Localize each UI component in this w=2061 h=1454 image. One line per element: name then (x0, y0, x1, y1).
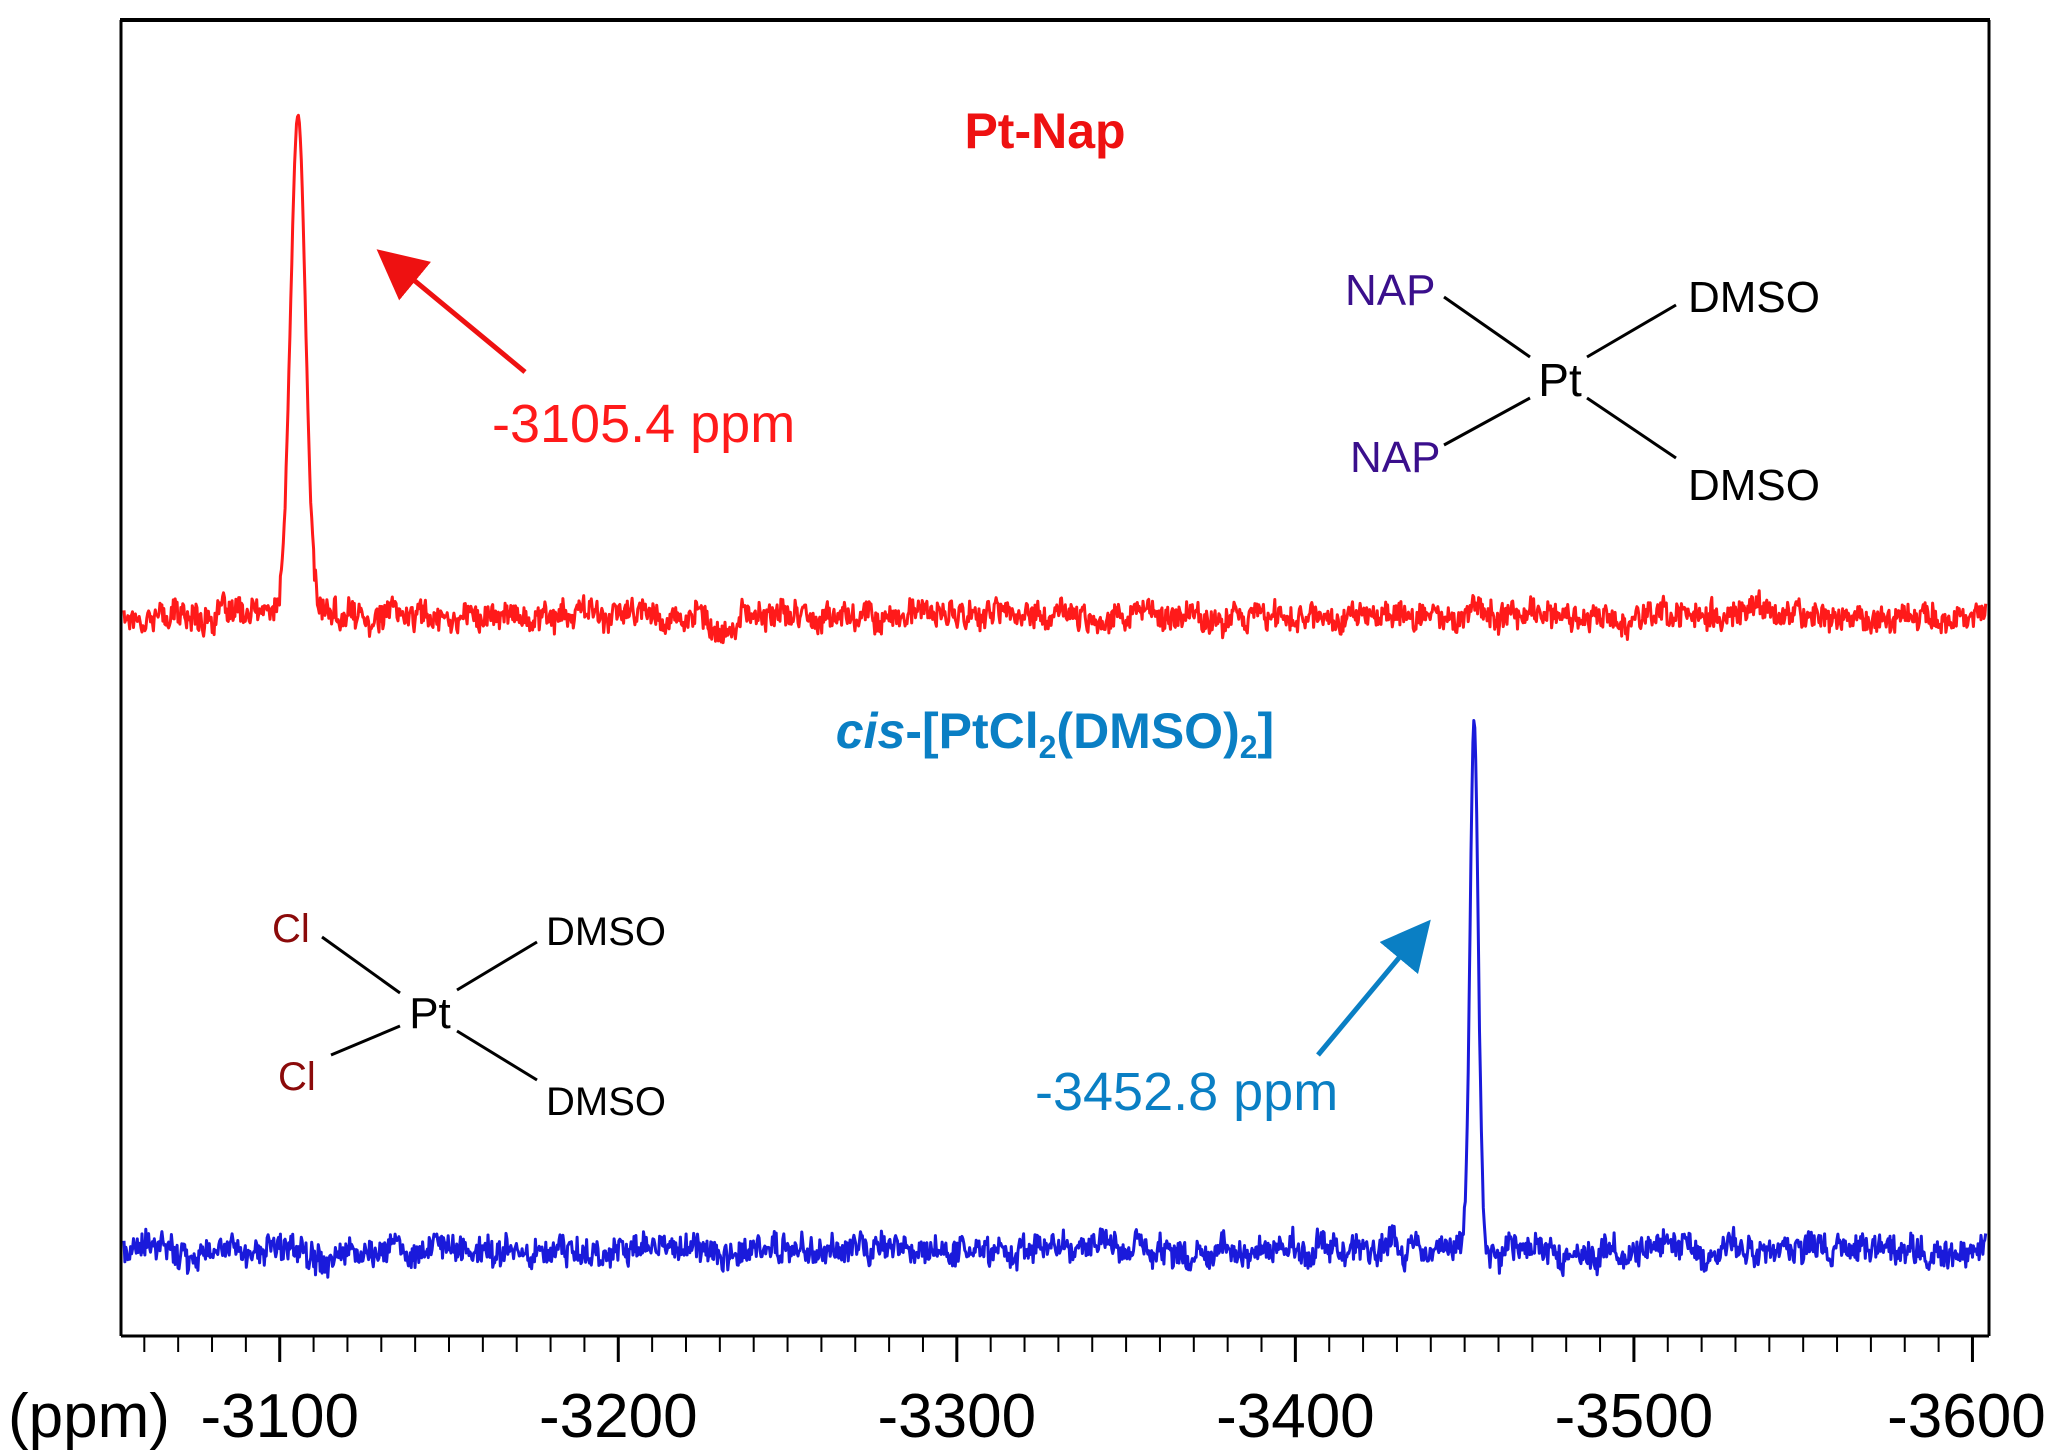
title-main-part: -[PtCl (905, 703, 1038, 759)
title-italic-part: cis (836, 703, 906, 759)
x-tick-label: -3300 (878, 1382, 1037, 1451)
bond (1586, 303, 1677, 359)
title-mid-part: (DMSO) (1056, 703, 1239, 759)
bond (456, 1029, 538, 1082)
peak-arrow-cis-ptcl2 (1316, 919, 1431, 1057)
x-tick-label: -3600 (1887, 1382, 2046, 1451)
structure-center-atom: Pt (409, 989, 451, 1038)
ligand-label-nap: NAP (1345, 266, 1435, 315)
peak-label-cis-ptcl2: -3452.8 ppm (1035, 1062, 1338, 1122)
structure-center-atom: Pt (1538, 354, 1582, 406)
ligand-label-dmso: DMSO (1688, 461, 1820, 510)
ligand-label-dmso: DMSO (546, 1080, 666, 1124)
bond (1443, 396, 1531, 447)
ligand-label-cl: Cl (278, 1055, 316, 1099)
x-tick-label: -3200 (539, 1382, 698, 1451)
x-axis-label: (ppm) (8, 1382, 170, 1451)
series-title-pt-nap: Pt-Nap (964, 103, 1125, 159)
title-subscript-1: 2 (1039, 729, 1057, 765)
series-line-pt-nap (122, 113, 1988, 645)
bond (330, 1024, 401, 1057)
peak-arrow-pt-nap (376, 249, 527, 374)
structure-pt-nap: Pt NAP NAP DMSO DMSO (1345, 266, 1820, 510)
x-tick-label: -3100 (200, 1382, 359, 1451)
series-line-cis-ptcl2-dmso2 (122, 719, 1988, 1279)
x-tick-label: -3500 (1555, 1382, 1714, 1451)
ligand-label-cl: Cl (272, 907, 310, 951)
structure-cis-ptcl2-dmso2: Pt Cl Cl DMSO DMSO (272, 907, 666, 1124)
ligand-label-dmso: DMSO (546, 910, 666, 954)
ligand-label-dmso: DMSO (1688, 273, 1820, 322)
x-axis-tick-labels: -3100 -3200 -3300 -3400 -3500 -3600 (200, 1382, 2045, 1451)
bond (456, 940, 538, 992)
x-tick-label: -3400 (1216, 1382, 1375, 1451)
bond (1443, 295, 1531, 359)
title-subscript-2: 2 (1240, 729, 1258, 765)
x-axis-ticks (143, 1336, 1974, 1362)
series-title-cis-ptcl2: cis-[PtCl2(DMSO)2] (836, 703, 1274, 765)
title-end-part: ] (1258, 703, 1275, 759)
ligand-label-nap: NAP (1350, 433, 1440, 482)
bond (321, 935, 401, 995)
bond (1586, 396, 1677, 460)
peak-label-pt-nap: -3105.4 ppm (492, 394, 795, 454)
